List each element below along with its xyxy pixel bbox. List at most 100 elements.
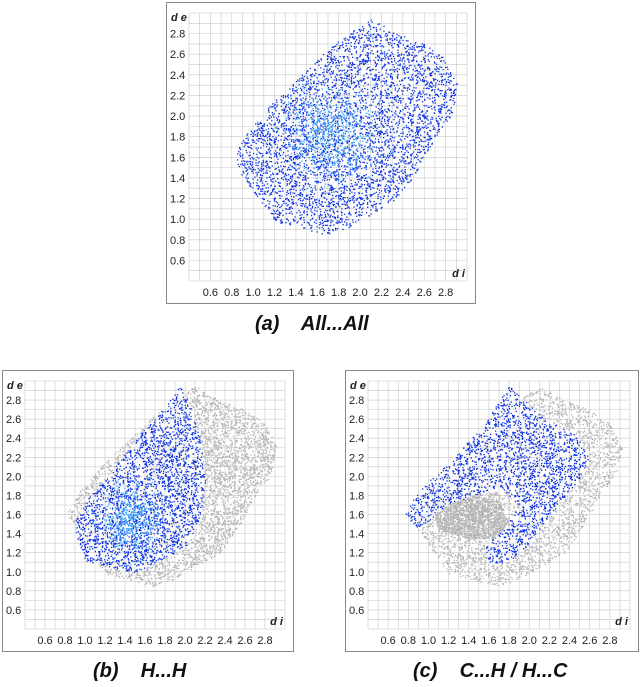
data-point <box>246 142 248 145</box>
data-point <box>389 110 391 112</box>
data-point <box>327 57 329 60</box>
data-point <box>312 121 315 124</box>
data-point <box>426 127 428 129</box>
data-point <box>280 221 283 224</box>
data-point <box>437 122 439 124</box>
data-point-dense <box>318 104 320 106</box>
data-point <box>430 122 432 124</box>
data-point <box>319 204 321 206</box>
data-point <box>431 86 433 88</box>
data-point <box>412 110 414 112</box>
data-point <box>323 119 325 121</box>
data-point <box>414 142 416 144</box>
data-point-dense <box>312 137 314 139</box>
data-point <box>386 84 388 86</box>
data-point <box>287 117 290 119</box>
data-point <box>365 132 367 134</box>
data-point <box>345 100 347 103</box>
data-point <box>330 106 332 108</box>
data-point <box>248 155 250 157</box>
data-point <box>342 83 344 85</box>
data-point <box>389 170 391 172</box>
data-point <box>336 94 338 96</box>
data-point <box>395 113 397 115</box>
data-point <box>353 116 355 119</box>
data-point <box>393 181 395 183</box>
data-point <box>328 209 331 211</box>
data-point <box>292 100 294 103</box>
data-point <box>376 210 378 212</box>
data-point <box>406 145 409 147</box>
data-point <box>370 148 372 150</box>
data-point <box>375 37 377 39</box>
data-point <box>433 61 436 63</box>
data-point <box>335 205 337 208</box>
data-point <box>375 208 377 210</box>
data-point <box>303 211 305 213</box>
data-point <box>326 55 328 57</box>
data-point <box>329 202 331 205</box>
data-point <box>247 145 249 148</box>
data-point <box>342 56 344 58</box>
data-point <box>300 90 303 92</box>
data-point <box>325 159 328 161</box>
data-point <box>403 85 405 87</box>
data-point-dense <box>313 98 315 100</box>
data-point <box>411 98 413 100</box>
data-point <box>373 201 375 203</box>
data-point <box>410 145 412 147</box>
data-point-dense <box>304 110 306 112</box>
data-point <box>302 112 305 115</box>
data-point-dense <box>342 127 344 129</box>
data-point <box>351 154 353 156</box>
data-point-dense <box>332 123 334 126</box>
data-point <box>421 101 424 103</box>
data-point <box>403 87 405 89</box>
data-point <box>362 62 364 64</box>
data-point <box>426 82 428 84</box>
data-point <box>385 72 387 74</box>
data-point <box>384 140 387 142</box>
data-point <box>303 150 305 152</box>
data-point <box>384 159 386 161</box>
data-point <box>303 106 305 108</box>
data-point-dense <box>333 104 335 107</box>
data-point <box>274 107 276 109</box>
data-point <box>374 61 376 63</box>
data-point-dense <box>347 100 349 103</box>
data-point <box>307 149 309 152</box>
data-point <box>351 69 353 71</box>
data-point <box>326 169 328 171</box>
data-point <box>329 193 331 196</box>
data-point <box>370 90 372 93</box>
data-point <box>316 231 318 233</box>
data-point <box>398 122 401 124</box>
data-point-dense <box>284 101 286 103</box>
data-point <box>388 186 390 188</box>
data-point <box>428 139 430 141</box>
data-point <box>387 108 390 110</box>
data-point <box>422 90 424 92</box>
data-point <box>366 56 368 58</box>
data-point <box>295 102 297 104</box>
data-point <box>356 184 358 186</box>
data-point <box>272 172 274 174</box>
data-point <box>275 180 277 182</box>
data-point <box>427 150 429 152</box>
data-point <box>346 142 348 144</box>
data-point <box>380 154 382 156</box>
data-point <box>314 137 316 139</box>
data-point <box>395 69 397 71</box>
data-point <box>305 84 307 86</box>
data-point <box>312 205 314 208</box>
data-point <box>346 109 348 111</box>
data-point <box>374 157 376 159</box>
data-point-dense <box>335 104 337 106</box>
data-point <box>422 149 424 151</box>
data-point <box>355 144 357 147</box>
data-point <box>319 165 321 168</box>
data-point-dense <box>344 138 346 140</box>
data-point <box>237 163 239 166</box>
data-point <box>315 189 317 191</box>
data-point <box>378 113 380 115</box>
